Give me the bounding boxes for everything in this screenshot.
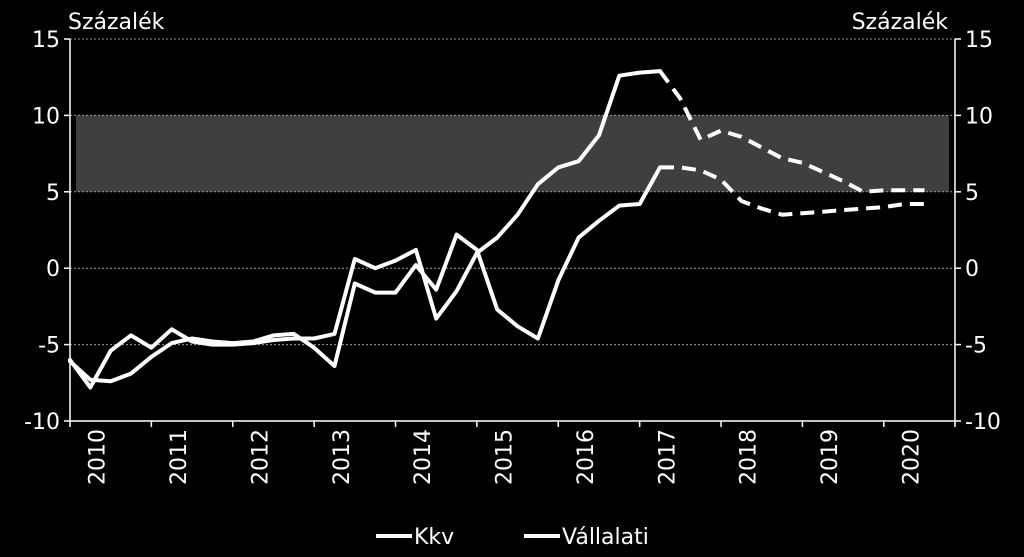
xtick-label: 2012 [248, 429, 273, 485]
series-line-v-llalati-forecast [660, 165, 925, 217]
right-ytick-label: -5 [965, 334, 987, 359]
xtick-label: 2014 [411, 429, 436, 485]
left-axis-unit-label: Százalék [68, 10, 165, 35]
legend: Kkv Vállalati [376, 525, 649, 550]
legend-label-kkv: Kkv [414, 525, 454, 550]
right-ytick-label: 10 [965, 104, 993, 129]
axis-layer [64, 38, 961, 427]
target-band-layer [76, 115, 949, 192]
series-layer [68, 69, 925, 390]
legend-item-kkv: Kkv [376, 525, 454, 550]
series-line-v-llalati-actual [68, 165, 662, 384]
xtick-label: 2019 [818, 429, 843, 485]
xtick-label: 2020 [899, 429, 924, 485]
xtick-label: 2015 [493, 429, 518, 485]
legend-item-vallalati: Vállalati [524, 525, 649, 550]
left-ytick-label: -5 [38, 334, 60, 359]
grid-layer [70, 38, 955, 346]
right-ytick-label: 5 [965, 181, 979, 206]
target-band [76, 115, 949, 192]
xtick-label: 2011 [167, 429, 192, 485]
xtick-label: 2018 [737, 429, 762, 485]
left-ytick-label: 5 [46, 181, 60, 206]
right-ytick-label: 15 [965, 28, 993, 53]
xtick-label: 2013 [330, 429, 355, 485]
series-line-kkv-forecast [658, 69, 925, 194]
left-ytick-label: 10 [32, 104, 60, 129]
xtick-label: 2017 [655, 429, 680, 485]
left-ytick-label: -10 [24, 410, 60, 435]
right-ytick-label: 0 [965, 257, 979, 282]
right-axis-unit-label: Százalék [852, 10, 949, 35]
xtick-label: 2016 [574, 429, 599, 485]
left-ytick-label: 0 [46, 257, 60, 282]
left-ytick-label: 15 [32, 28, 60, 53]
legend-label-vallalati: Vállalati [562, 525, 649, 550]
right-ytick-label: -10 [965, 410, 1001, 435]
xtick-label: 2010 [86, 429, 111, 485]
label-layer: -10 -10 -5 -5 0 0 5 5 10 10 15 15 2010 2011 2012 2013 20… [24, 28, 1001, 485]
series-line-kkv-actual [68, 69, 662, 390]
